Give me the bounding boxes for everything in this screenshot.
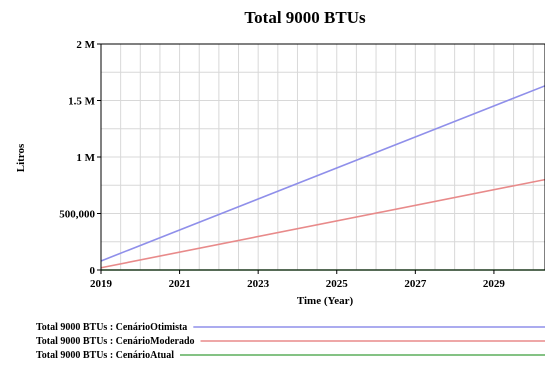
- series-lines: [100, 85, 545, 271]
- y-tick-label: 1 M: [76, 152, 95, 164]
- x-tick-label: 2027: [404, 278, 427, 290]
- x-tick-label: 2019: [90, 278, 113, 290]
- legend-label-1: Total 9000 BTUs : CenárioOtimista: [36, 322, 187, 333]
- y-axis-ticks: 0 500,000 1 M 1.5 M 2 M: [59, 39, 101, 277]
- x-tick-label: 2021: [169, 278, 191, 290]
- legend: Total 9000 BTUs : CenárioOtimista Total 9…: [36, 322, 545, 361]
- chart-title: Total 9000 BTUs: [244, 8, 366, 27]
- series-line-1: [100, 85, 545, 262]
- x-axis-label: Time (Year): [297, 295, 354, 307]
- legend-label-3: Total 9000 BTUs : CenárioAtual: [36, 350, 174, 361]
- y-tick-label: 500,000: [59, 209, 95, 221]
- y-tick-label: 2 M: [76, 39, 95, 51]
- x-tick-label: 2023: [247, 278, 270, 290]
- y-tick-label: 0: [90, 265, 96, 277]
- y-axis-label: Litros: [15, 143, 27, 172]
- y-tick-label: 1.5 M: [68, 96, 96, 108]
- x-axis-ticks: 2019 2021 2023 2025 2027 2029: [90, 270, 505, 290]
- x-tick-label: 2029: [483, 278, 506, 290]
- x-tick-label: 2025: [326, 278, 349, 290]
- series-line-2: [100, 178, 545, 269]
- legend-label-2: Total 9000 BTUs : CenárioModerado: [36, 336, 195, 347]
- grid: [101, 44, 545, 270]
